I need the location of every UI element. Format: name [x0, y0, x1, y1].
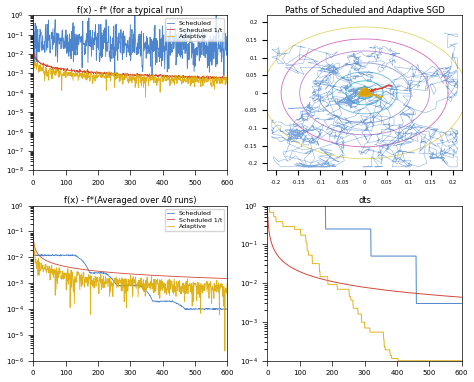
Title: Paths of Scheduled and Adaptive SGD: Paths of Scheduled and Adaptive SGD	[284, 6, 445, 15]
Title: f(x) - f*(Averaged over 40 runs): f(x) - f*(Averaged over 40 runs)	[64, 196, 197, 205]
Legend: Scheduled, Scheduled 1/t, Adaptive: Scheduled, Scheduled 1/t, Adaptive	[165, 18, 224, 41]
Legend: Scheduled, Scheduled 1/t, Adaptive: Scheduled, Scheduled 1/t, Adaptive	[165, 209, 224, 231]
Title: dts: dts	[358, 196, 371, 205]
Title: f(x) - f* (for a typical run): f(x) - f* (for a typical run)	[77, 6, 183, 15]
